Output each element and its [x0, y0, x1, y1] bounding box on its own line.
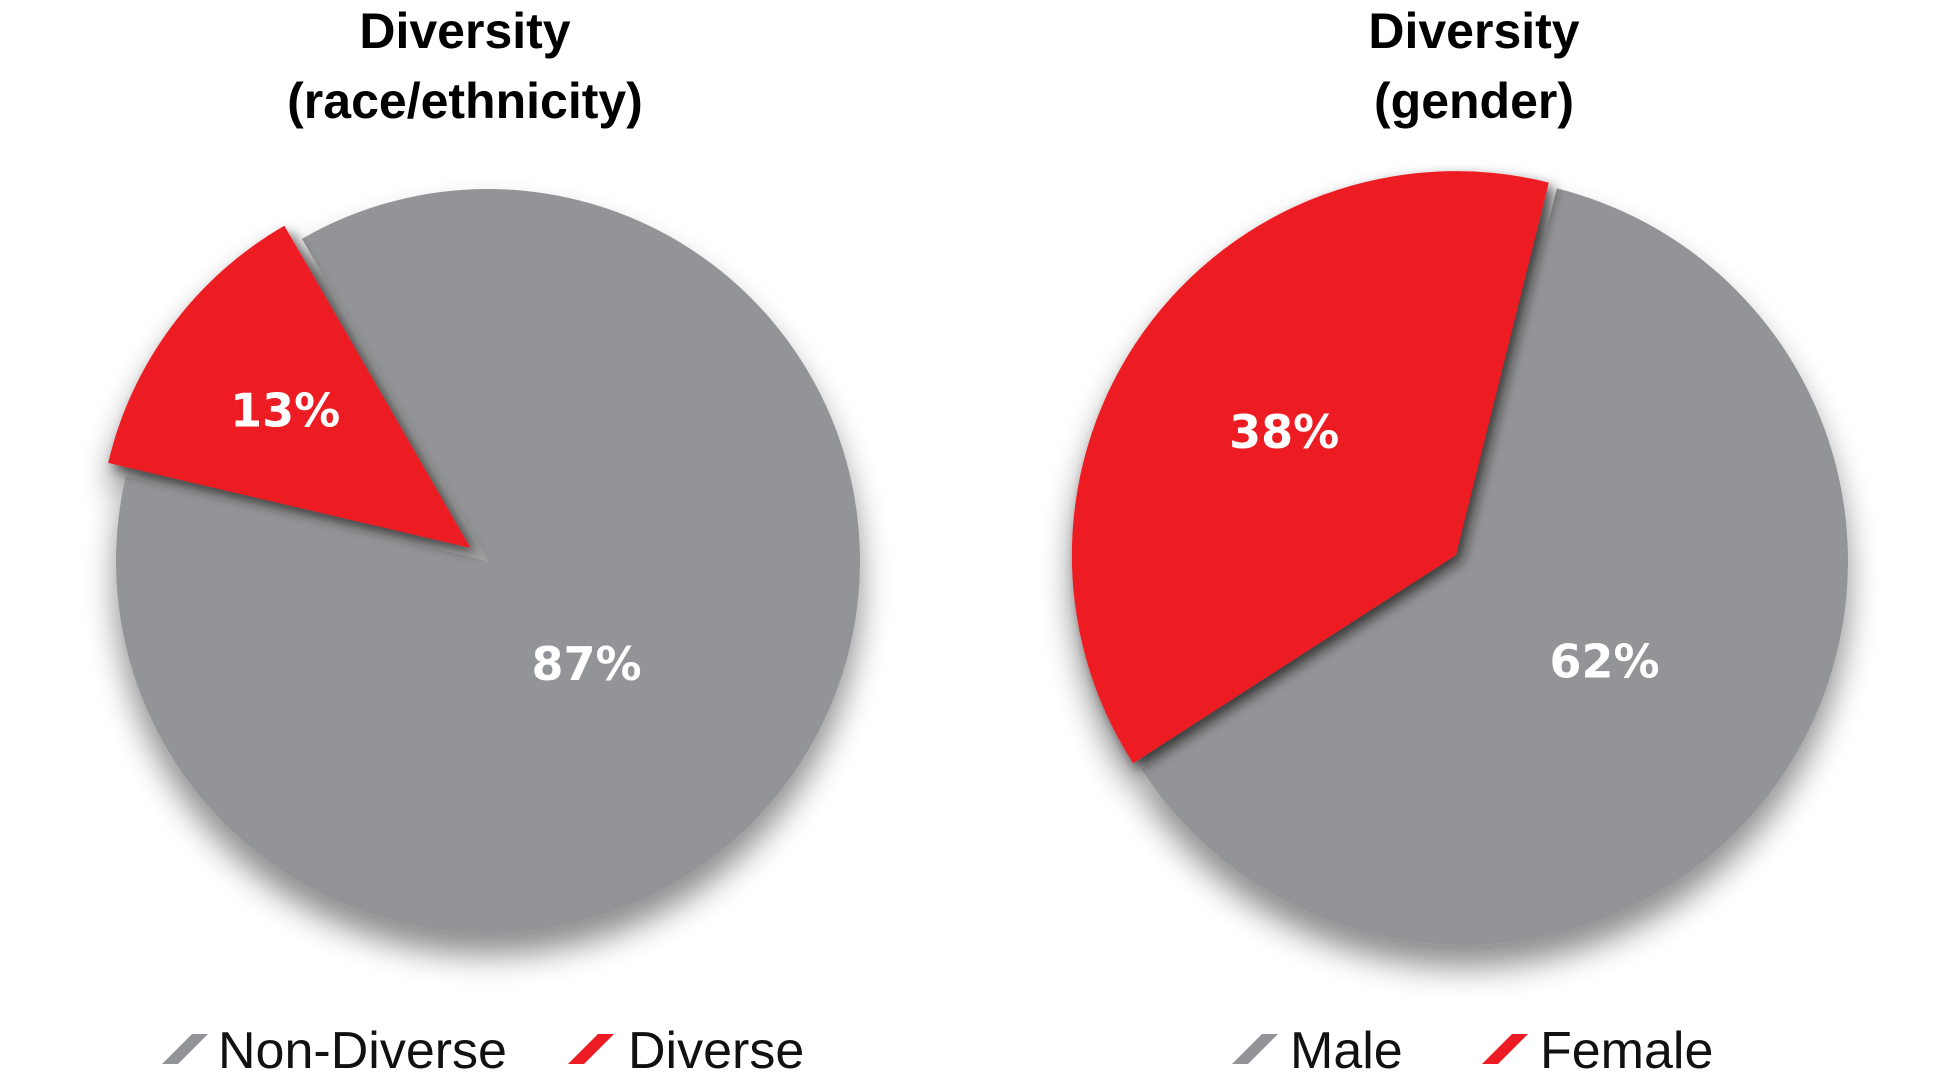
data-label-diverse: 13% — [230, 383, 340, 437]
pie-slice-female — [1071, 171, 1549, 764]
chart-title-line1: Diversity — [359, 3, 570, 59]
pie-slice-non-diverse — [115, 189, 860, 933]
chart-title-line1: Diversity — [1368, 3, 1579, 59]
legend-label-female: Female — [1540, 1022, 1713, 1080]
pie-chart-gender: Diversity (gender) 62% 38% Male Female — [1071, 3, 1848, 1080]
data-label-female: 38% — [1229, 405, 1339, 459]
pie-chart-race-ethnicity: Diversity (race/ethnicity) 87% 13% Non-Di… — [108, 3, 860, 1080]
pie-slice-male — [1141, 188, 1848, 946]
pie-slice-diverse — [108, 225, 471, 548]
data-label-male: 62% — [1549, 635, 1659, 689]
legend-swatch-non-diverse — [162, 1034, 208, 1064]
chart-title-line2: (gender) — [1374, 73, 1574, 129]
chart-title-line2: (race/ethnicity) — [287, 73, 643, 129]
legend-swatch-female — [1482, 1034, 1528, 1064]
legend-label-diverse: Diverse — [628, 1022, 804, 1080]
legend-label-male: Male — [1290, 1022, 1403, 1080]
legend-swatch-male — [1232, 1034, 1278, 1064]
legend-swatch-diverse — [568, 1034, 614, 1064]
data-label-non-diverse: 87% — [531, 637, 641, 691]
legend-label-non-diverse: Non-Diverse — [218, 1022, 507, 1080]
